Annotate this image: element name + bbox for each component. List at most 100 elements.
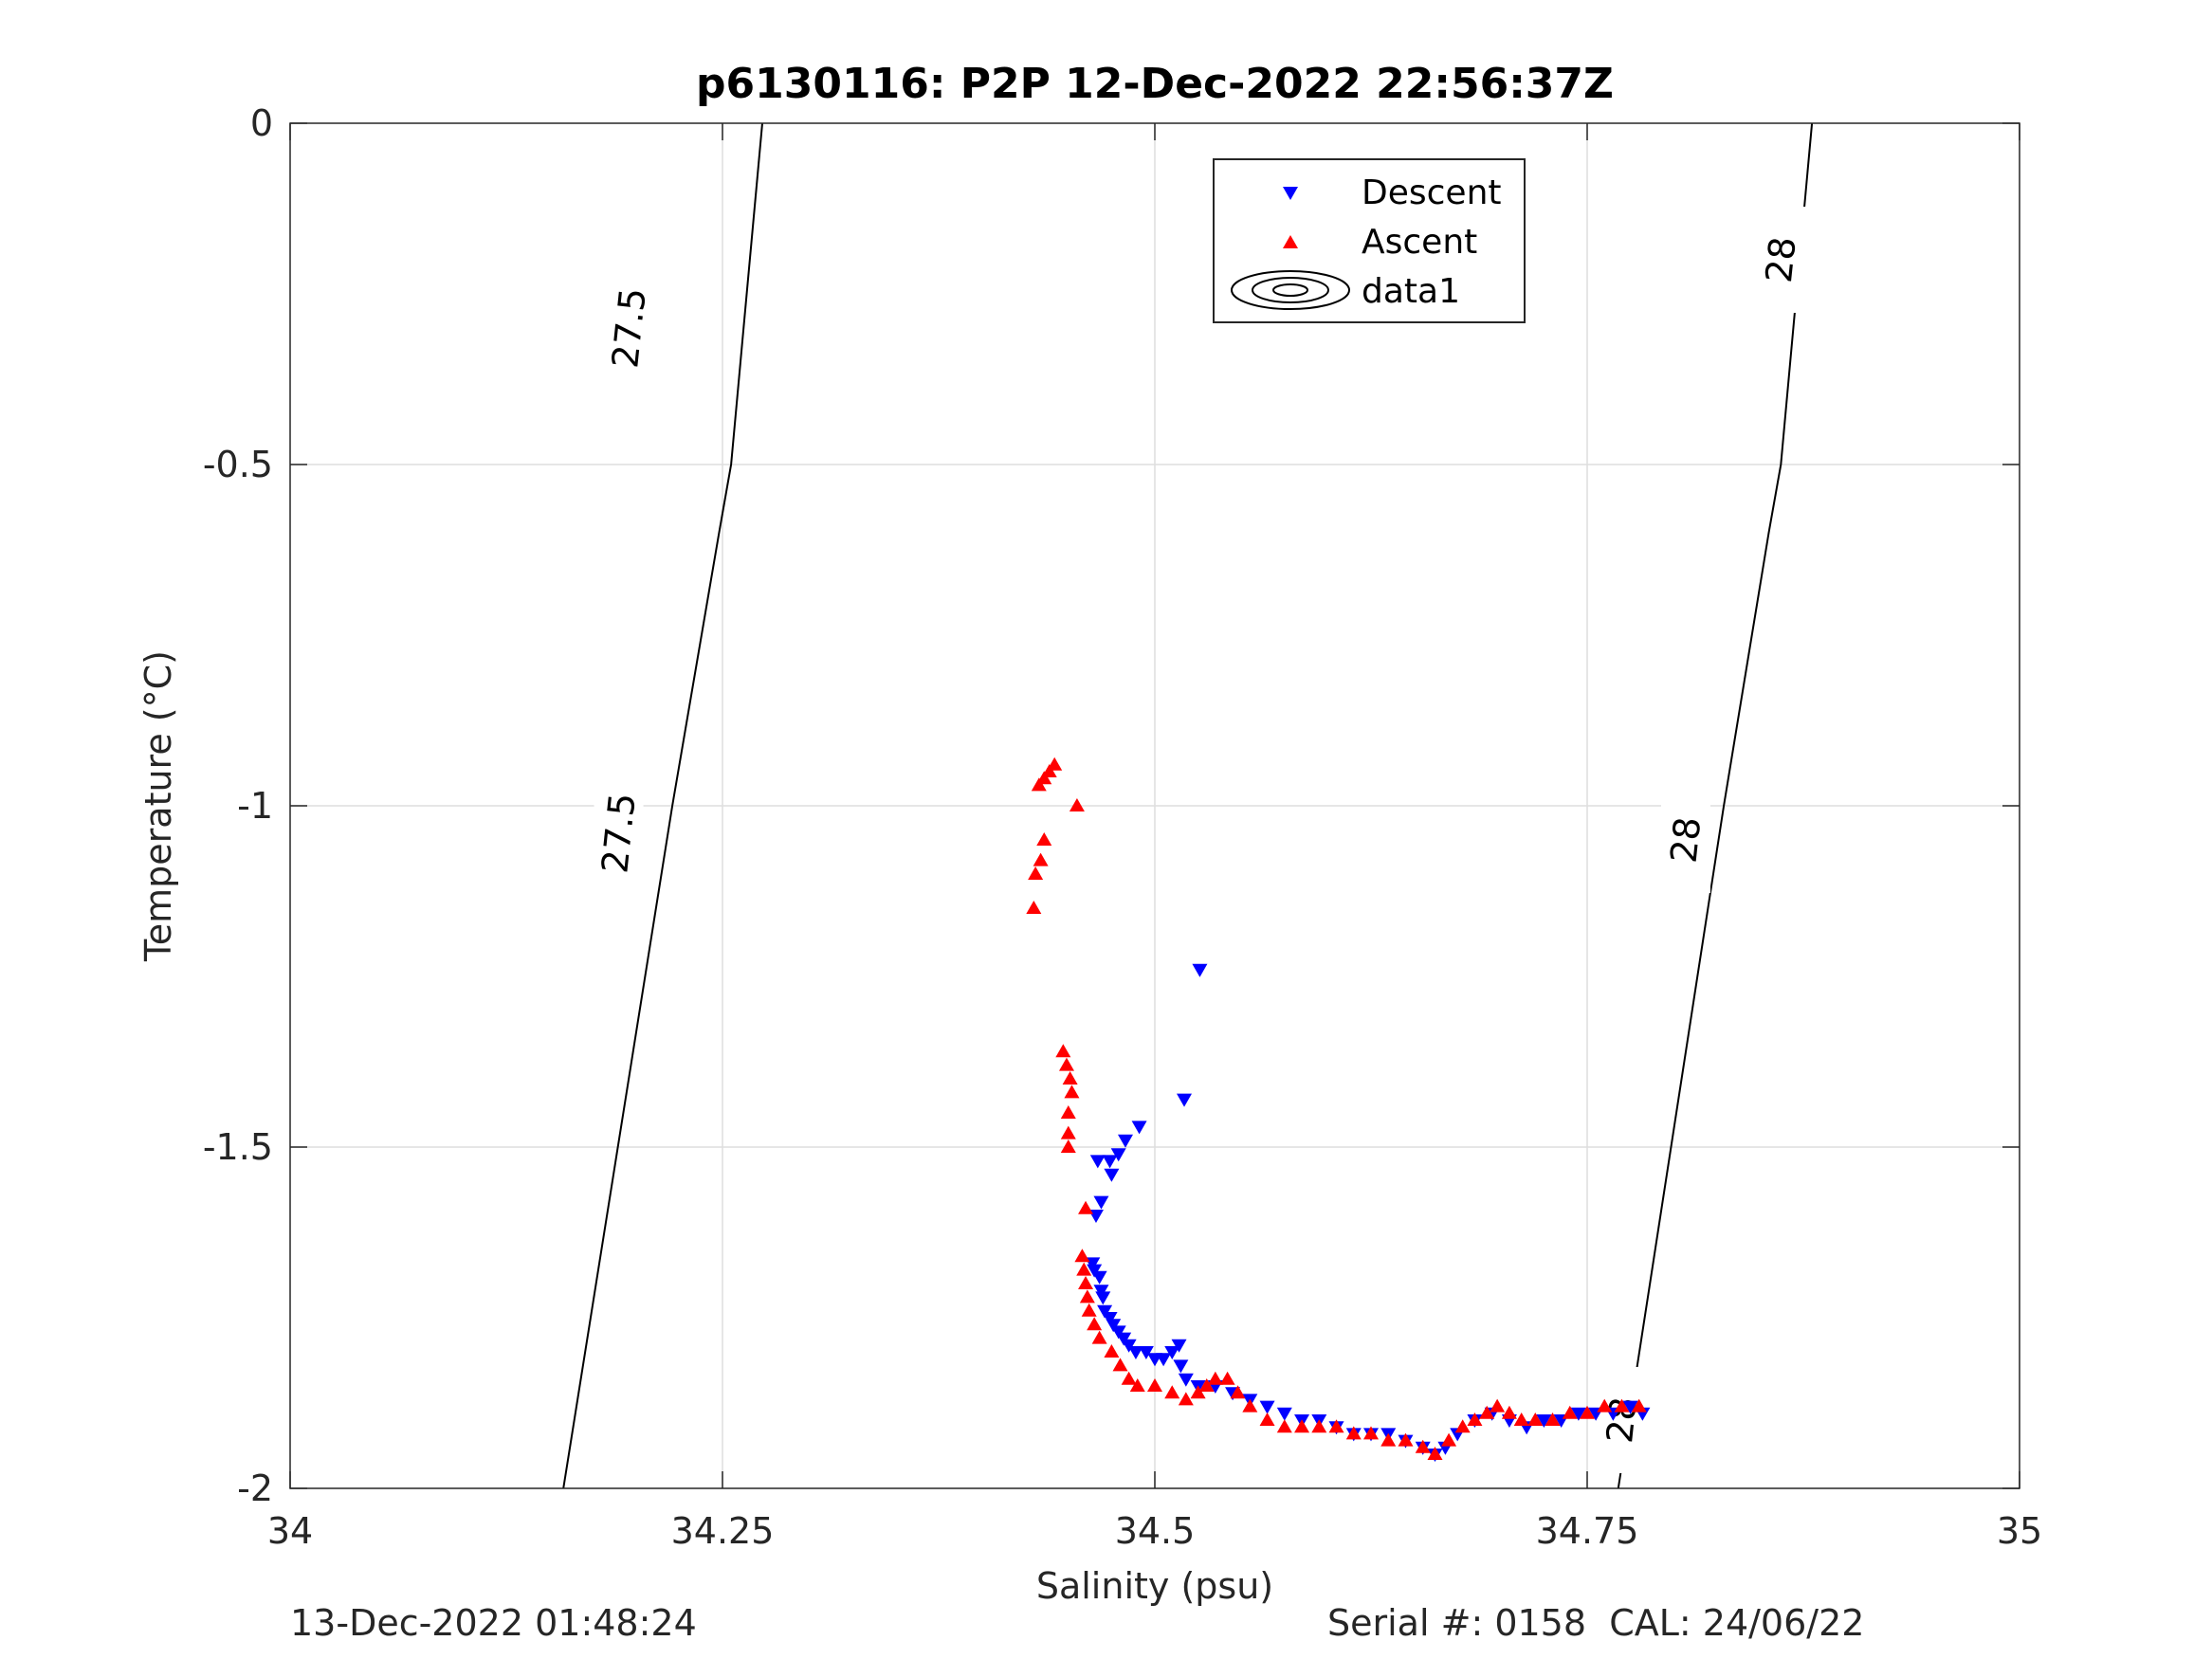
ascent-point: [1026, 901, 1042, 914]
contour-label: 27.5: [604, 286, 654, 371]
descent-point: [1156, 1353, 1172, 1367]
ascent-point: [1129, 1378, 1145, 1392]
descent-point: [1116, 1332, 1132, 1346]
ascent-point: [1513, 1413, 1529, 1426]
ascent-point: [1415, 1439, 1431, 1453]
descent-point: [1106, 1319, 1122, 1333]
ascent-point: [1363, 1426, 1379, 1440]
ascent-point: [1276, 1419, 1292, 1433]
chart-title: p6130116: P2P 12-Dec-2022 22:56:37Z: [696, 60, 1614, 108]
contour-label-gap: [1597, 1367, 1647, 1473]
descent-point: [1093, 1285, 1109, 1299]
descent-point: [1102, 1312, 1118, 1325]
ascent-point: [1230, 1385, 1246, 1399]
ascent-point: [1190, 1385, 1206, 1399]
descent-point: [1138, 1346, 1154, 1359]
ascent-point: [1427, 1447, 1443, 1460]
ascent-point: [1078, 1276, 1094, 1289]
descent-point: [1091, 1270, 1107, 1285]
descent-point: [1536, 1414, 1552, 1428]
descent-point: [1177, 1093, 1193, 1107]
ascent-point: [1178, 1392, 1194, 1406]
descent-point: [1178, 1373, 1194, 1387]
ascent-point: [1398, 1432, 1414, 1447]
descent-point: [1127, 1346, 1143, 1359]
contour-label-gap: [594, 779, 644, 886]
descent-point: [1104, 1168, 1120, 1182]
y-tick-label: -2: [237, 1468, 273, 1509]
ascent-point: [1242, 1398, 1258, 1413]
data-series: [1026, 757, 1651, 1462]
ascent-point: [1328, 1419, 1344, 1433]
ascent-point: [1198, 1378, 1215, 1392]
x-tick-label: 35: [1997, 1510, 2042, 1552]
axis-ticks: 34 34.25 34.5 34.75 35 0 -0.5 -1 -1.5 -2: [203, 102, 2042, 1552]
descent-point: [1102, 1155, 1118, 1169]
ascent-point: [1259, 1413, 1275, 1426]
descent-point: [1276, 1407, 1292, 1421]
ascent-point: [1074, 1249, 1090, 1263]
descent-point: [1622, 1400, 1638, 1414]
ascent-point: [1060, 1105, 1076, 1119]
ascent-point: [1058, 1057, 1074, 1071]
ascent-point: [1076, 1262, 1092, 1276]
x-tick-label: 34.75: [1536, 1510, 1639, 1552]
ascent-point: [1219, 1371, 1235, 1385]
ascent-point: [1311, 1419, 1327, 1433]
ascent-point: [1062, 1071, 1078, 1085]
legend-descent-label: Descent: [1362, 173, 1502, 212]
ascent-point: [1631, 1398, 1647, 1413]
ascent-point: [1501, 1405, 1517, 1419]
ascent-point: [1087, 1317, 1103, 1331]
ascent-point: [1345, 1426, 1362, 1440]
legend-box: [1213, 158, 1526, 323]
contour-label-gap: [1660, 787, 1710, 893]
descent-point: [1117, 1134, 1133, 1148]
contour-label: 27.5: [594, 791, 644, 875]
ascent-point: [1441, 1432, 1457, 1447]
legend-data1-label: data1: [1362, 272, 1460, 311]
ascent-point: [1294, 1419, 1310, 1433]
ascent-point: [1545, 1413, 1561, 1426]
ascent-point: [1028, 866, 1044, 880]
descent-point: [1570, 1407, 1586, 1421]
ascent-point: [1060, 1125, 1076, 1139]
contour-line: [562, 122, 763, 1489]
descent-point: [1171, 1339, 1187, 1353]
ascent-point: [1079, 1289, 1095, 1304]
ascent-point: [1454, 1419, 1471, 1433]
y-axis-label: Temperature (°C): [137, 650, 179, 962]
x-tick-label: 34.25: [671, 1510, 775, 1552]
ascent-point: [1147, 1378, 1162, 1392]
descent-point: [1173, 1359, 1189, 1374]
ascent-point: [1562, 1405, 1578, 1419]
descent-point: [1097, 1304, 1113, 1319]
ascent-point: [1614, 1398, 1630, 1413]
ascent-point: [1078, 1200, 1094, 1214]
ascent-point: [1036, 832, 1052, 846]
descent-point: [1093, 1195, 1109, 1210]
ascent-point: [1069, 798, 1085, 811]
descent-point: [1089, 1155, 1106, 1169]
contour-line: [1617, 122, 1814, 1489]
descent-point: [1192, 963, 1208, 977]
ascent-point: [1467, 1413, 1483, 1426]
ascent-point: [1060, 1139, 1076, 1153]
x-tick-label: 34: [267, 1510, 313, 1552]
ascent-point: [1207, 1371, 1223, 1385]
ascent-point: [1033, 852, 1049, 866]
ascent-point: [1112, 1358, 1128, 1372]
legend-descent-marker: [1283, 187, 1298, 200]
contour-label: 28: [1663, 815, 1709, 866]
ascent-point: [1580, 1405, 1595, 1419]
ascent-point: [1091, 1330, 1107, 1344]
descent-point: [1164, 1346, 1180, 1359]
descent-point: [1110, 1148, 1126, 1162]
ascent-point: [1527, 1413, 1544, 1426]
descent-point: [1087, 1264, 1103, 1278]
contour-label: 28: [1758, 235, 1804, 285]
legend-contour-icon: [1231, 270, 1350, 310]
descent-point: [1259, 1400, 1275, 1414]
